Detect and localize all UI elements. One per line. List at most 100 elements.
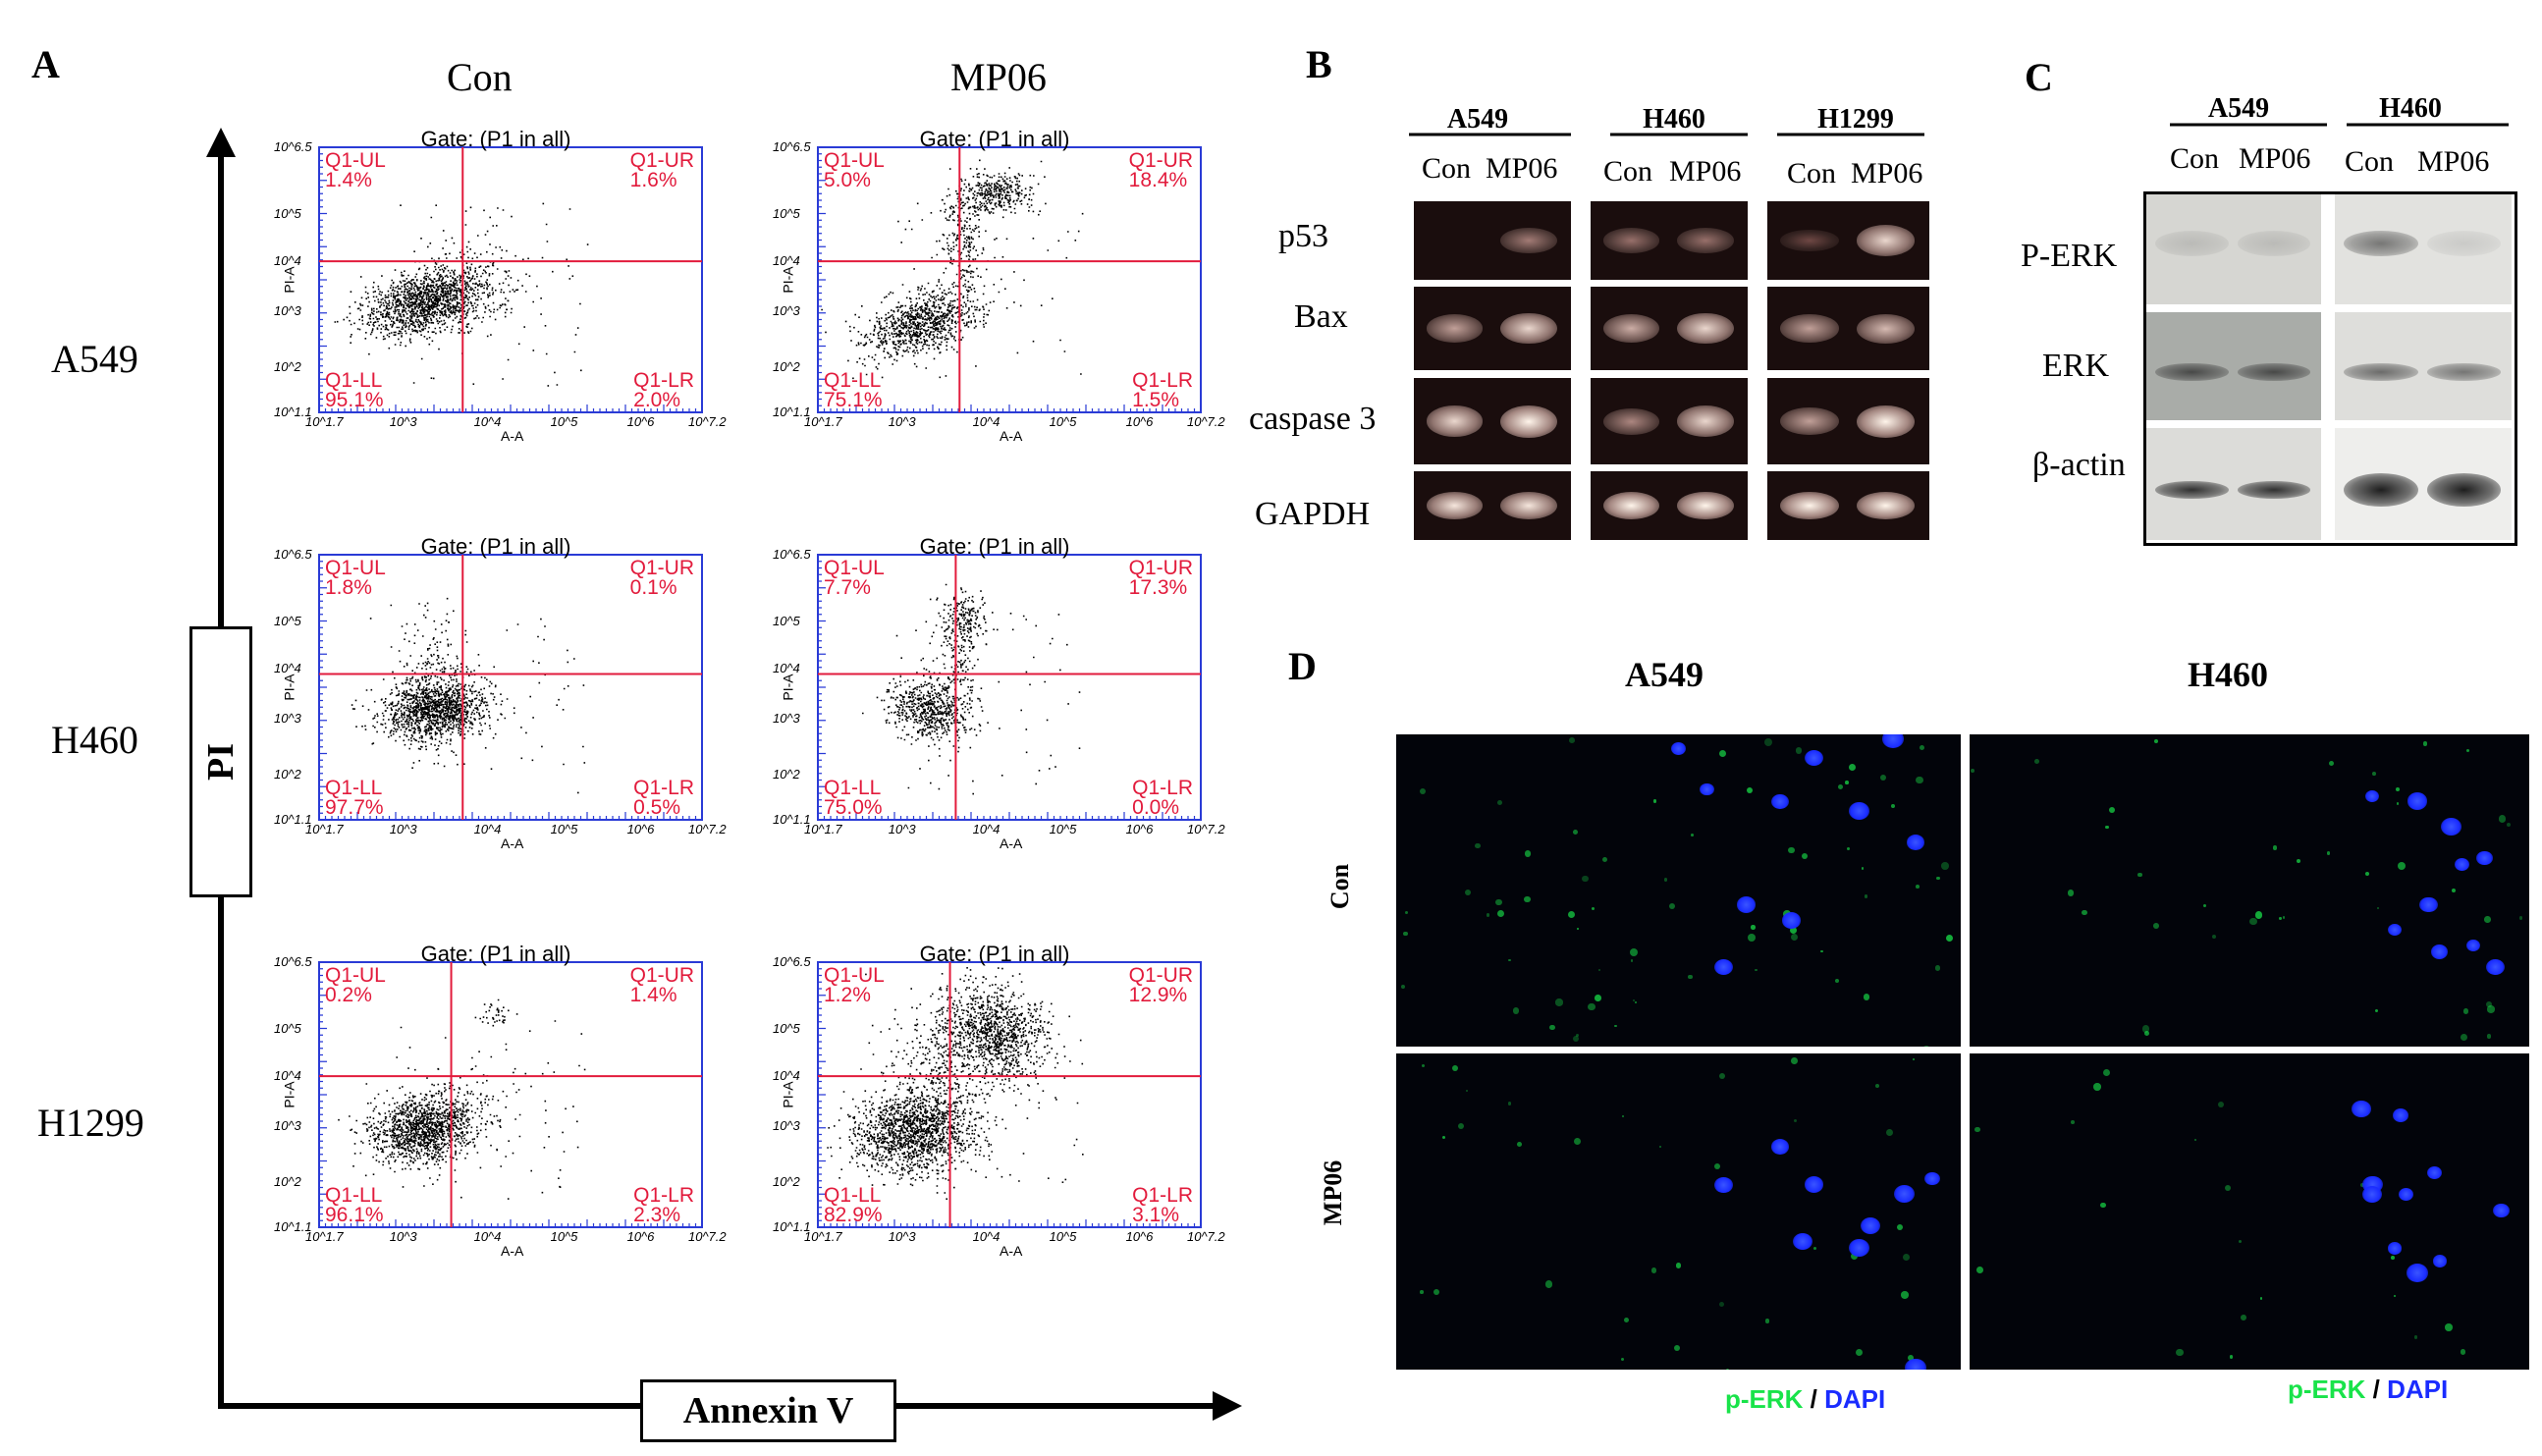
dapi-nucleus [1736, 896, 1757, 913]
perk-signal [2279, 917, 2282, 920]
perk-signal [2498, 815, 2507, 823]
y-tick-label: 10^6.5 [274, 139, 312, 154]
x-tick-label: 10^1.7 [305, 1229, 344, 1244]
x-tick-label: 10^4 [972, 822, 1001, 836]
perk-signal [2141, 1025, 2150, 1033]
plot-y-label: PI-A [281, 1081, 297, 1108]
perk-signal [1725, 1369, 1730, 1370]
y-tick-label: 10^5 [274, 613, 301, 628]
blot-band [2344, 231, 2418, 257]
y-tick-label: 10^2 [274, 1174, 301, 1190]
gel-band [1602, 491, 1660, 520]
perk-signal [1442, 1136, 1446, 1140]
row-header-a549: A549 [51, 337, 138, 381]
d-legend-left-sep: / [1803, 1384, 1825, 1414]
y-tick-label: 10^4 [274, 1068, 301, 1084]
x-tick-label: 10^5 [550, 414, 578, 429]
gel-band [1500, 312, 1557, 345]
perk-signal [1764, 737, 1773, 746]
y-tick-label: 10^4 [274, 253, 301, 269]
perk-signal [1764, 1319, 1769, 1323]
event-dots [338, 998, 586, 1200]
perk-signal [1718, 750, 1727, 758]
gel-band [1500, 227, 1557, 254]
perk-signal [1751, 925, 1756, 930]
gel-band [1602, 407, 1660, 435]
x-tick-label: 10^7.2 [1187, 414, 1225, 429]
perk-signal [2391, 1256, 2395, 1261]
perk-signal [1497, 799, 1503, 805]
blot-band [2154, 480, 2229, 499]
perk-signal [1912, 1057, 1915, 1060]
x-tick-label: 10^3 [888, 1229, 916, 1244]
blot-h460-bactin [2335, 428, 2512, 540]
y-tick-label: 10^3 [274, 303, 301, 319]
perk-signal [2395, 786, 2400, 792]
x-tick-label: 10^3 [389, 822, 417, 836]
perk-signal [1690, 833, 1694, 836]
b-head-h1299: H1299 [1817, 104, 1894, 135]
dapi-nucleus [2426, 1165, 2442, 1179]
dapi-nucleus [1670, 742, 1687, 756]
gel-h1299-bax [1767, 287, 1929, 370]
quadrant-ll-label: Q1-LL 75.0% [824, 777, 883, 819]
quadrant-lr-label: Q1-LR 0.5% [633, 777, 694, 819]
y-tick-label: 10^3 [773, 711, 800, 727]
x-tick-label: 10^1.7 [804, 822, 842, 836]
gel-band [1780, 491, 1839, 520]
flow-plot-h460-con: Gate: (P1 in all) Q1-UL 1.8% Q1-UR 0.1% Q1-… [274, 534, 727, 851]
perk-signal [2108, 807, 2115, 814]
quadrant-ur-label: Q1-UR 0.1% [629, 557, 694, 599]
x-tick-label: 10^7.2 [688, 822, 727, 836]
b-gene-bax: Bax [1294, 298, 1348, 335]
dapi-nucleus [1792, 1232, 1813, 1251]
perk-signal [1896, 1224, 1903, 1231]
gel-band [1677, 228, 1734, 253]
c-head-underlines [2170, 123, 2509, 127]
y-tick-label: 10^4 [274, 661, 301, 676]
dapi-nucleus [1860, 1217, 1881, 1235]
perk-signal [1921, 1046, 1930, 1047]
axis-ticks [817, 961, 1202, 1228]
perk-signal [2153, 922, 2159, 929]
perk-signal [2462, 1008, 2469, 1014]
perk-signal [1812, 1247, 1816, 1251]
y-tick-label: 10^5 [773, 1020, 800, 1036]
gel-band [1426, 405, 1484, 437]
b-lane-h1299-con: Con [1787, 157, 1837, 189]
perk-signal [2376, 906, 2379, 909]
d-legend-right-sep: / [2365, 1375, 2388, 1404]
perk-signal [1915, 885, 1920, 889]
perk-signal [1621, 1357, 1625, 1361]
flow-plot-h1299-con: Gate: (P1 in all) Q1-UL 0.2% Q1-UR 1.4% Q1-… [274, 942, 727, 1259]
flow-plot-canvas [318, 961, 703, 1228]
blot-band [2237, 480, 2311, 499]
perk-signal [2102, 1069, 2110, 1077]
axis-ticks [817, 146, 1202, 413]
gel-band [1602, 228, 1660, 253]
gel-band [1677, 405, 1734, 437]
perk-signal [1974, 1126, 1980, 1132]
y-tick-label: 10^3 [773, 1118, 800, 1134]
x-tick-label: 10^5 [1049, 822, 1077, 836]
blot-band [2237, 362, 2311, 381]
perk-signal [2143, 1030, 2149, 1037]
perk-signal [1794, 1118, 1798, 1123]
dapi-nucleus [2392, 1108, 2409, 1123]
quadrant-lr-label: Q1-LR 0.0% [1132, 777, 1193, 819]
perk-signal [1790, 1056, 1798, 1064]
blot-a549-bactin [2146, 428, 2321, 540]
y-tick-label: 10^6.5 [773, 954, 811, 969]
perk-signal [2225, 1184, 2232, 1191]
dapi-nucleus [1848, 801, 1870, 820]
blot-a549-erk [2146, 312, 2321, 420]
perk-signal [1835, 978, 1840, 983]
b-lane-a549-con: Con [1422, 152, 1472, 185]
perk-signal [1475, 842, 1482, 849]
row-header-h460: H460 [51, 718, 138, 762]
b-head-underlines [1409, 133, 1924, 136]
perk-signal [1790, 933, 1799, 942]
plot-y-label: PI-A [281, 674, 297, 701]
perk-signal [1549, 1024, 1555, 1030]
x-tick-label: 10^6 [626, 822, 655, 836]
